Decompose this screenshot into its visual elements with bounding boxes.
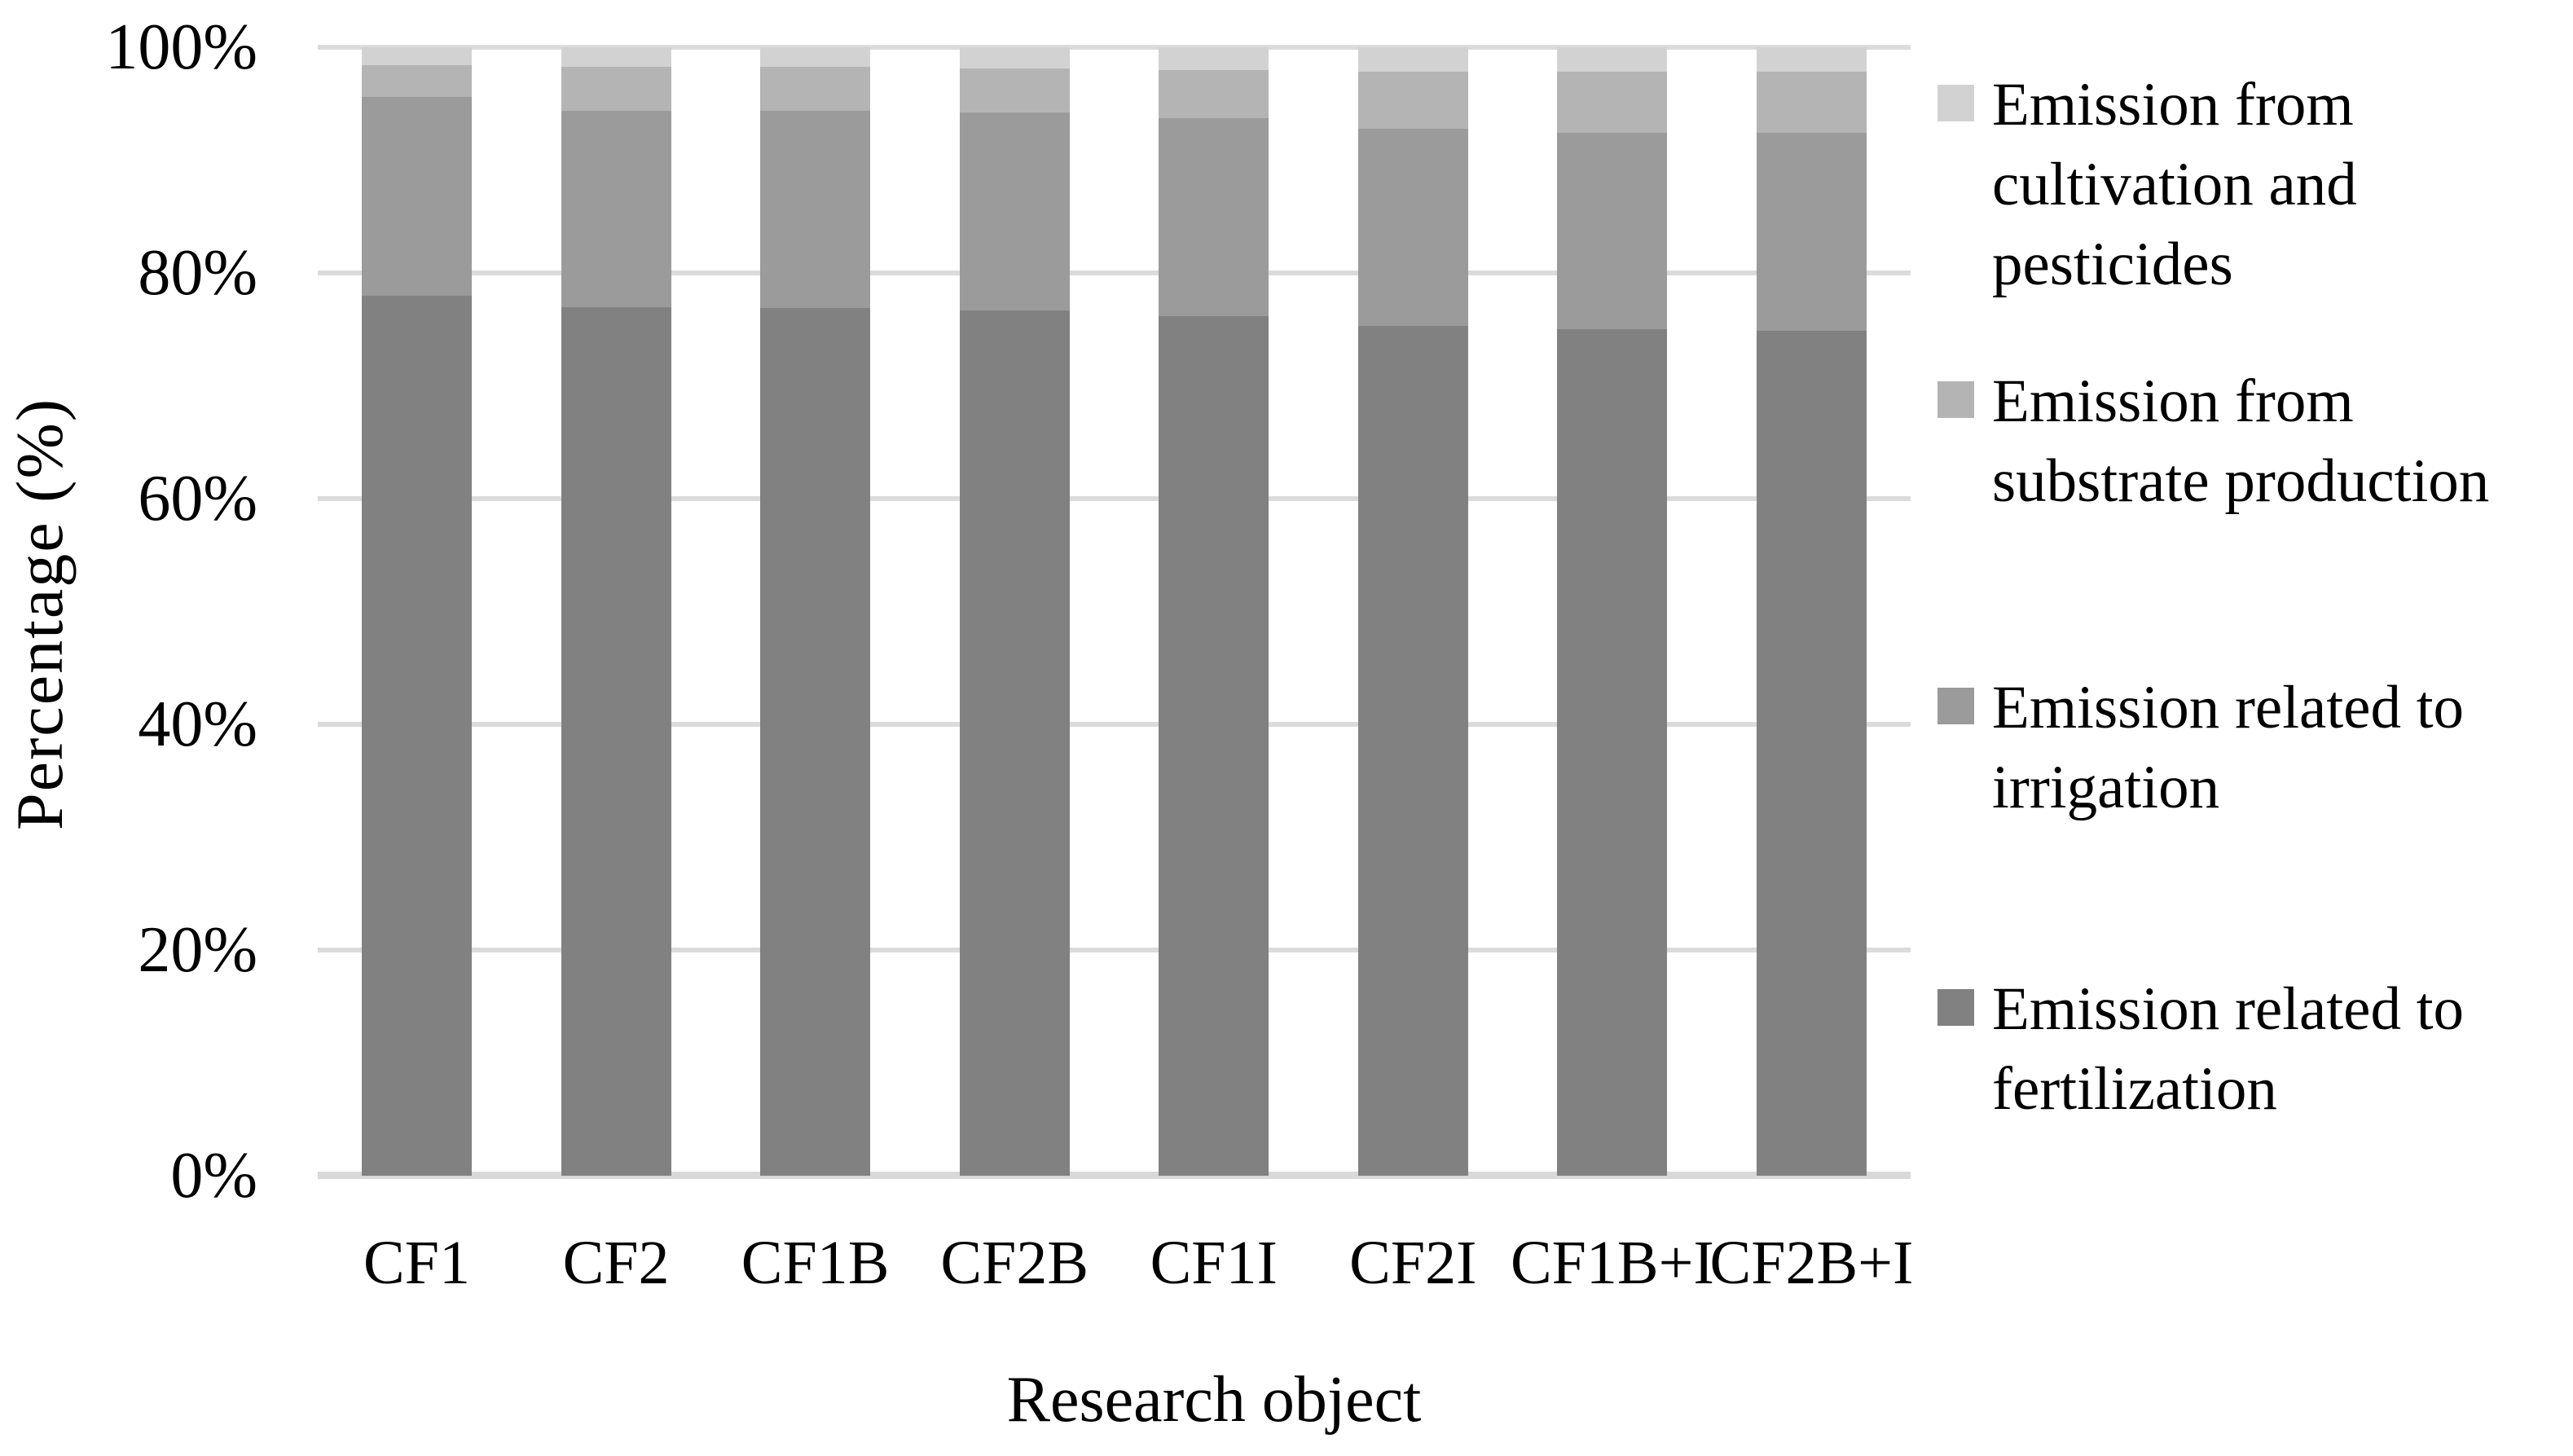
bar-CF2 xyxy=(561,47,671,1176)
bar-segment xyxy=(760,66,871,111)
y-tick-label-60: 60% xyxy=(138,463,257,534)
gridline-60 xyxy=(318,496,1911,501)
y-tick-label-100: 100% xyxy=(105,11,257,83)
legend-label-line: irrigation xyxy=(1992,754,2220,821)
y-tick-label-40: 40% xyxy=(138,688,257,760)
legend-label-line: Emission from xyxy=(1992,71,2354,139)
x-tick-label-CF1I: CF1I xyxy=(1150,1229,1278,1297)
plot-area xyxy=(318,45,1911,1179)
legend-swatch-icon xyxy=(1937,989,1974,1026)
bar-segment xyxy=(1357,326,1468,1176)
legend-label-line: Emission related to xyxy=(1992,975,2465,1043)
bar-CF1 xyxy=(362,47,472,1176)
legend-label-line: Emission related to xyxy=(1992,674,2465,741)
x-axis-tick-labels: CF1 CF2 CF1B CF2B CF1I CF2I CF1B+I CF2B+I xyxy=(318,1225,1914,1306)
bar-CF1B+I xyxy=(1557,47,1668,1176)
legend-item-2: Emission related to irrigation xyxy=(1937,668,2464,828)
bar-segment xyxy=(1557,47,1668,73)
bars-container xyxy=(318,47,1911,1176)
x-tick-cell: CF1B xyxy=(741,1225,890,1306)
x-tick-cell: CF2B xyxy=(940,1225,1089,1306)
x-tick-label-CF2I: CF2I xyxy=(1349,1229,1477,1297)
bar-segment xyxy=(561,66,671,111)
x-tick-cell: CF2I xyxy=(1349,1225,1476,1306)
gridline-40 xyxy=(318,722,1911,727)
bar-segment xyxy=(362,295,472,1176)
legend-label-line: Emission from xyxy=(1992,367,2354,435)
x-tick-cell: CF1 xyxy=(362,1225,472,1306)
legend-label-line: pesticides xyxy=(1992,231,2233,298)
bar-segment xyxy=(362,47,472,66)
x-tick-label-CF1B: CF1B xyxy=(741,1229,890,1297)
bar-CF1I xyxy=(1159,47,1269,1176)
bar-segment xyxy=(1159,118,1269,316)
y-tick-label-20: 20% xyxy=(138,914,257,986)
bar-segment xyxy=(1756,330,1867,1176)
bar-segment xyxy=(1357,128,1468,327)
bar-segment xyxy=(362,96,472,296)
x-tick-label-CF1: CF1 xyxy=(363,1229,470,1297)
y-tick-label-0: 0% xyxy=(170,1140,257,1212)
y-tick-label-80: 80% xyxy=(138,237,257,309)
legend-item-0: Emission from cultivation and pesticides xyxy=(1937,65,2357,305)
x-tick-cell: CF2B+I xyxy=(1710,1225,1914,1306)
bar-segment xyxy=(959,112,1070,310)
bar-segment xyxy=(1159,69,1269,119)
bar-segment xyxy=(1557,72,1668,134)
legend-swatch-icon xyxy=(1937,85,1974,121)
legend-label: Emission from cultivation and pesticides xyxy=(1992,65,2357,305)
bar-segment xyxy=(1357,72,1468,129)
gridline-80 xyxy=(318,271,1911,275)
bar-segment xyxy=(1159,47,1269,70)
x-axis-title: Research object xyxy=(1006,1364,1422,1436)
bar-segment xyxy=(760,110,871,308)
legend-item-1: Emission from substrate production xyxy=(1937,362,2489,521)
legend-label-line: fertilization xyxy=(1992,1055,2277,1123)
legend-swatch-icon xyxy=(1937,688,1974,724)
legend-label: Emission from substrate production xyxy=(1992,362,2489,521)
x-tick-cell: CF2 xyxy=(561,1225,671,1306)
bar-segment xyxy=(959,68,1070,113)
legend-swatch-icon xyxy=(1937,381,1974,418)
bar-segment xyxy=(362,65,472,97)
bar-segment xyxy=(959,310,1070,1176)
bar-segment xyxy=(561,110,671,307)
bar-segment xyxy=(1756,47,1867,73)
bar-segment xyxy=(760,307,871,1176)
bar-CF1B xyxy=(760,47,871,1176)
x-tick-label-CF1B+I: CF1B+I xyxy=(1510,1229,1714,1297)
bar-segment xyxy=(1557,329,1668,1176)
x-tick-cell: CF1I xyxy=(1150,1225,1278,1306)
legend: Emission from cultivation and pesticides Em… xyxy=(1937,0,2573,1456)
bar-segment xyxy=(1159,315,1269,1176)
gridline-100 xyxy=(318,45,1911,50)
gridline-20 xyxy=(318,948,1911,952)
bar-CF2B xyxy=(959,47,1070,1176)
bar-segment xyxy=(1756,72,1867,134)
bar-segment xyxy=(1557,133,1668,330)
x-tick-label-CF2: CF2 xyxy=(562,1229,670,1297)
x-tick-label-CF2B+I: CF2B+I xyxy=(1709,1229,1914,1297)
legend-item-3: Emission related to fertilization xyxy=(1937,970,2464,1129)
y-axis-tick-labels: 100% 80% 60% 40% 20% 0% xyxy=(0,11,257,1212)
bar-segment xyxy=(1756,133,1867,331)
bar-CF2B+I xyxy=(1756,47,1867,1176)
bar-segment xyxy=(561,306,671,1176)
legend-label: Emission related to fertilization xyxy=(1992,970,2464,1129)
x-tick-label-CF2B: CF2B xyxy=(940,1229,1089,1297)
legend-label-line: substrate production xyxy=(1992,447,2490,515)
bar-segment xyxy=(1357,47,1468,73)
bar-segment xyxy=(561,47,671,67)
bar-CF2I xyxy=(1357,47,1468,1176)
x-tick-cell: CF1B+I xyxy=(1511,1225,1714,1306)
bar-segment xyxy=(959,47,1070,69)
legend-label: Emission related to irrigation xyxy=(1992,668,2464,828)
bar-segment xyxy=(760,47,871,67)
gridline-0 xyxy=(318,1172,1911,1179)
legend-label-line: cultivation and xyxy=(1992,151,2357,218)
